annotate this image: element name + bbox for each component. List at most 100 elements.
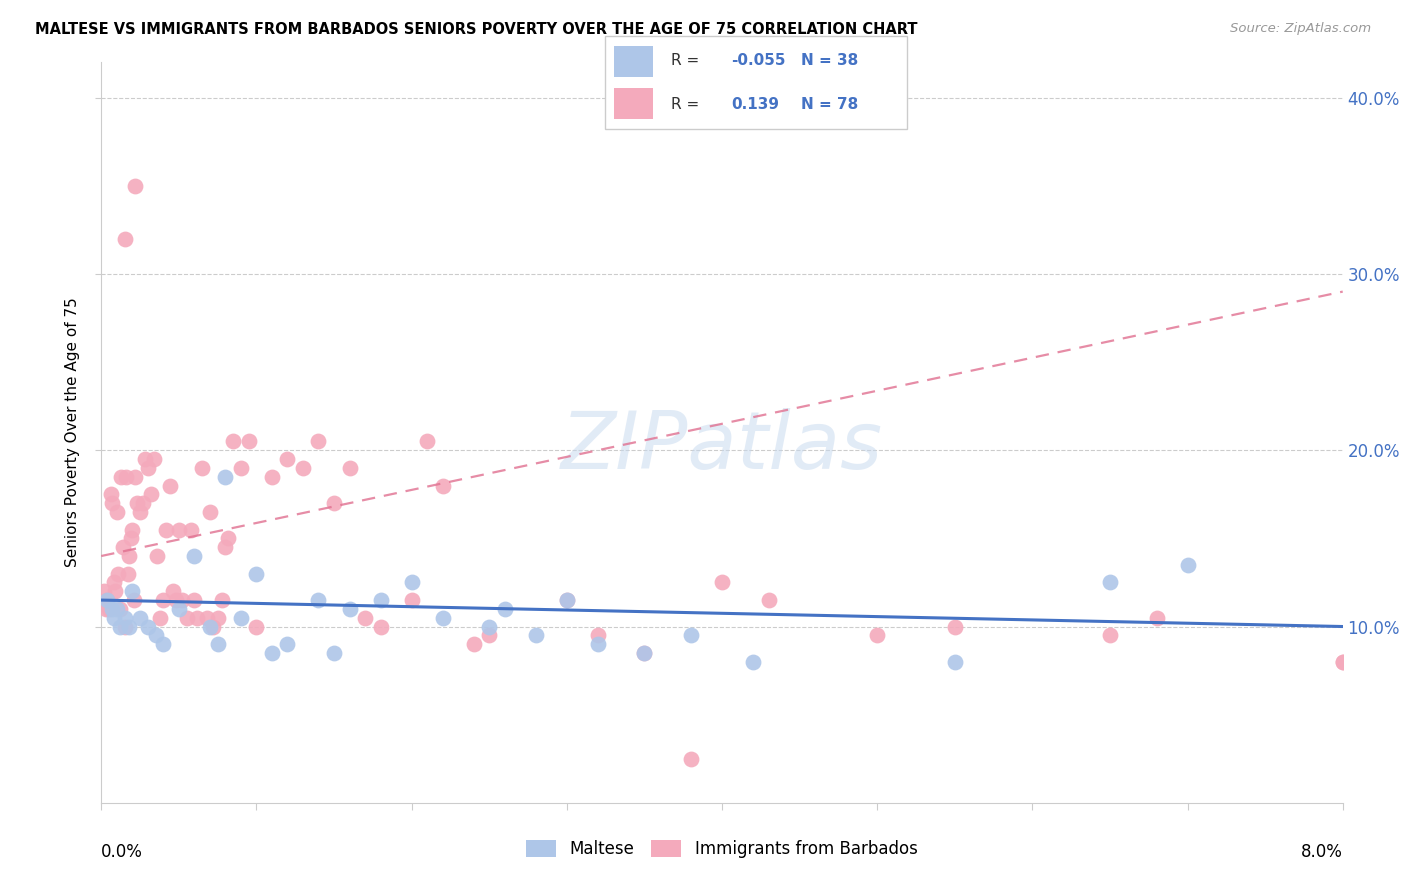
Point (494, 602, 516, 616)
Point (100, 487, 122, 501)
Text: N = 38: N = 38 (801, 54, 858, 69)
Point (276, 452, 298, 467)
Point (176, 610, 198, 624)
Text: R =: R = (671, 96, 704, 112)
Point (416, 434, 439, 449)
Point (180, 523, 202, 537)
Point (104, 584, 127, 599)
Text: Source: ZipAtlas.com: Source: ZipAtlas.com (1230, 22, 1371, 36)
Point (339, 602, 361, 616)
Bar (613, 88, 652, 119)
Point (260, 646, 283, 660)
Point (110, 469, 132, 483)
Point (129, 610, 152, 624)
Point (679, 752, 702, 766)
Point (114, 610, 136, 624)
Text: 8.0%: 8.0% (1301, 843, 1343, 861)
Point (758, 593, 780, 607)
Point (167, 602, 190, 616)
Point (159, 478, 181, 492)
Point (152, 637, 174, 651)
Point (323, 646, 346, 660)
Point (586, 637, 609, 651)
Point (183, 593, 205, 607)
Point (195, 610, 218, 624)
Point (222, 434, 245, 449)
Point (401, 593, 423, 607)
Point (245, 566, 267, 581)
Point (308, 593, 330, 607)
Point (103, 575, 125, 590)
Point (214, 540, 236, 554)
Point (1177, 558, 1199, 572)
Point (118, 619, 141, 633)
Point (211, 593, 233, 607)
Text: ZIPatlas: ZIPatlas (561, 409, 883, 486)
Point (432, 610, 454, 624)
Point (96, 593, 118, 607)
Point (370, 619, 392, 633)
Point (101, 602, 124, 616)
Point (105, 602, 128, 616)
Point (125, 496, 148, 510)
Point (183, 549, 205, 563)
Point (139, 487, 162, 501)
Point (943, 655, 966, 669)
Text: R =: R = (671, 54, 704, 69)
Point (214, 469, 236, 483)
Point (1098, 575, 1121, 590)
Point (555, 593, 578, 607)
Point (866, 628, 889, 642)
Point (132, 496, 155, 510)
Point (118, 549, 141, 563)
Point (478, 619, 501, 633)
Point (96, 593, 118, 607)
Point (633, 646, 655, 660)
Point (124, 469, 146, 483)
Point (107, 566, 129, 581)
Point (136, 619, 159, 633)
Point (308, 434, 330, 449)
FancyBboxPatch shape (605, 36, 907, 129)
Point (742, 655, 765, 669)
Point (105, 505, 128, 519)
Point (198, 505, 221, 519)
Point (121, 584, 143, 599)
Text: N = 78: N = 78 (801, 96, 858, 112)
Point (245, 619, 267, 633)
Point (276, 637, 298, 651)
Point (238, 434, 260, 449)
Point (111, 540, 134, 554)
Point (162, 584, 184, 599)
Point (432, 478, 454, 492)
Text: MALTESE VS IMMIGRANTS FROM BARBADOS SENIORS POVERTY OVER THE AGE OF 75 CORRELATI: MALTESE VS IMMIGRANTS FROM BARBADOS SENI… (35, 22, 918, 37)
Point (165, 593, 187, 607)
Point (586, 628, 609, 642)
Text: 0.0%: 0.0% (101, 843, 143, 861)
Point (152, 593, 174, 607)
Point (555, 593, 578, 607)
Point (155, 523, 177, 537)
Point (114, 232, 136, 246)
Point (323, 496, 346, 510)
Point (108, 602, 131, 616)
Legend: Maltese, Immigrants from Barbados: Maltese, Immigrants from Barbados (520, 833, 924, 865)
Point (218, 532, 240, 546)
Point (524, 628, 547, 642)
Point (108, 619, 131, 633)
Point (191, 461, 214, 475)
Point (1331, 655, 1354, 669)
Point (167, 523, 190, 537)
Point (93, 584, 115, 599)
Point (207, 637, 229, 651)
Point (260, 469, 283, 483)
Point (170, 593, 193, 607)
Point (370, 593, 392, 607)
Point (201, 619, 224, 633)
Point (115, 469, 138, 483)
Point (149, 610, 172, 624)
Point (136, 461, 159, 475)
Point (121, 523, 143, 537)
Text: 0.139: 0.139 (731, 96, 779, 112)
Point (401, 575, 423, 590)
